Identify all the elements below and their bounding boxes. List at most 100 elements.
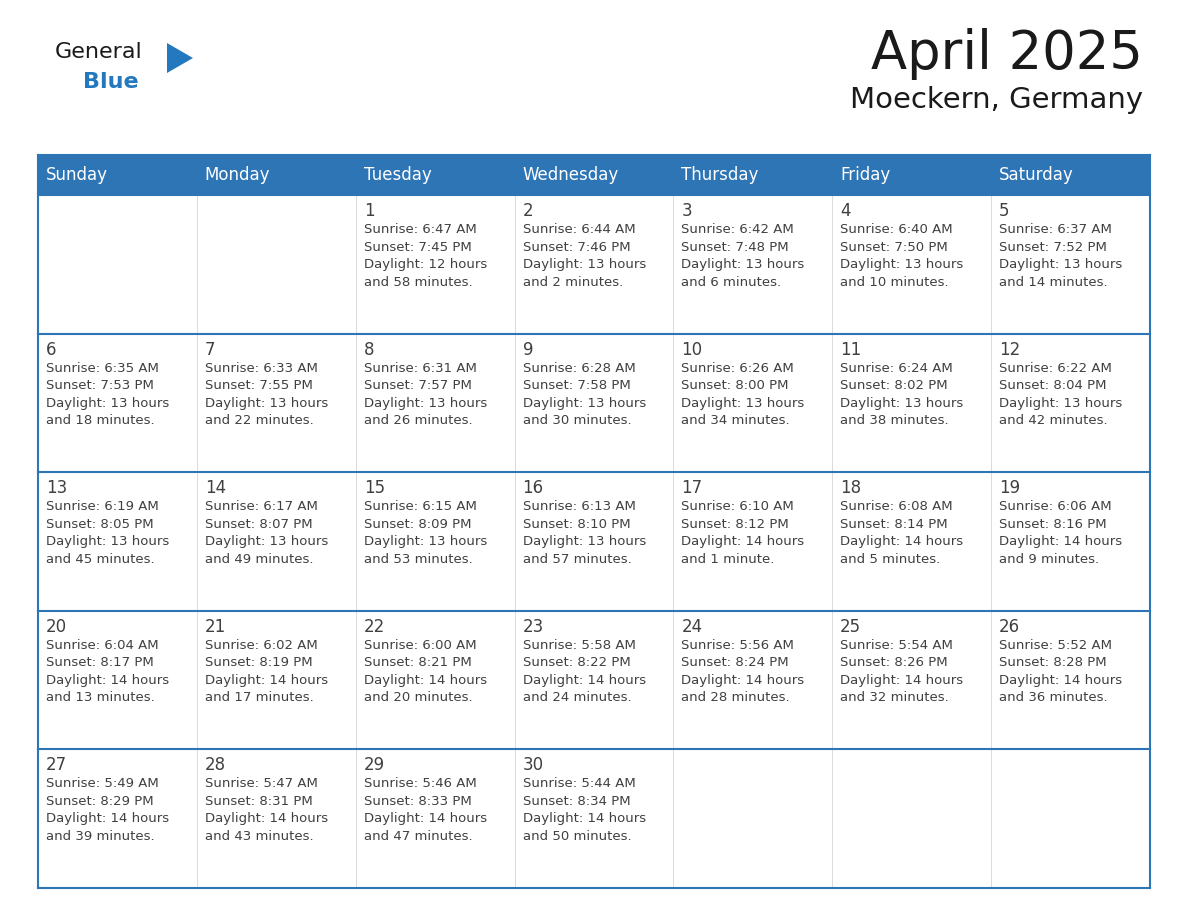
Text: 23: 23 <box>523 618 544 636</box>
Text: 22: 22 <box>364 618 385 636</box>
Bar <box>197 155 355 195</box>
Bar <box>197 333 355 472</box>
Bar <box>991 472 1150 610</box>
Text: 28: 28 <box>204 756 226 775</box>
Bar <box>674 610 833 749</box>
Bar <box>991 610 1150 749</box>
Text: Sunrise: 5:47 AM
Sunset: 8:31 PM
Daylight: 14 hours
and 43 minutes.: Sunrise: 5:47 AM Sunset: 8:31 PM Dayligh… <box>204 778 328 843</box>
Text: Sunrise: 6:42 AM
Sunset: 7:48 PM
Daylight: 13 hours
and 6 minutes.: Sunrise: 6:42 AM Sunset: 7:48 PM Dayligh… <box>682 223 804 288</box>
Bar <box>197 195 355 333</box>
Text: 29: 29 <box>364 756 385 775</box>
Text: Sunrise: 6:33 AM
Sunset: 7:55 PM
Daylight: 13 hours
and 22 minutes.: Sunrise: 6:33 AM Sunset: 7:55 PM Dayligh… <box>204 362 328 427</box>
Bar <box>514 472 674 610</box>
Text: 3: 3 <box>682 202 691 220</box>
Bar <box>355 155 514 195</box>
Bar <box>355 195 514 333</box>
Text: 5: 5 <box>999 202 1010 220</box>
Bar <box>197 749 355 888</box>
Text: 20: 20 <box>46 618 67 636</box>
Text: Sunrise: 6:04 AM
Sunset: 8:17 PM
Daylight: 14 hours
and 13 minutes.: Sunrise: 6:04 AM Sunset: 8:17 PM Dayligh… <box>46 639 169 704</box>
Text: Thursday: Thursday <box>682 166 759 184</box>
Text: Moeckern, Germany: Moeckern, Germany <box>849 86 1143 114</box>
Bar <box>355 610 514 749</box>
Text: 12: 12 <box>999 341 1020 359</box>
Bar <box>38 155 197 195</box>
Text: 13: 13 <box>46 479 68 498</box>
Text: 4: 4 <box>840 202 851 220</box>
Text: Sunrise: 6:28 AM
Sunset: 7:58 PM
Daylight: 13 hours
and 30 minutes.: Sunrise: 6:28 AM Sunset: 7:58 PM Dayligh… <box>523 362 646 427</box>
Text: Friday: Friday <box>840 166 891 184</box>
Text: Sunrise: 5:52 AM
Sunset: 8:28 PM
Daylight: 14 hours
and 36 minutes.: Sunrise: 5:52 AM Sunset: 8:28 PM Dayligh… <box>999 639 1123 704</box>
Bar <box>514 155 674 195</box>
Text: Sunrise: 6:47 AM
Sunset: 7:45 PM
Daylight: 12 hours
and 58 minutes.: Sunrise: 6:47 AM Sunset: 7:45 PM Dayligh… <box>364 223 487 288</box>
Text: General: General <box>55 42 143 62</box>
Text: 25: 25 <box>840 618 861 636</box>
Bar <box>991 155 1150 195</box>
Bar <box>833 749 991 888</box>
Text: Sunrise: 6:17 AM
Sunset: 8:07 PM
Daylight: 13 hours
and 49 minutes.: Sunrise: 6:17 AM Sunset: 8:07 PM Dayligh… <box>204 500 328 565</box>
Text: Sunrise: 6:35 AM
Sunset: 7:53 PM
Daylight: 13 hours
and 18 minutes.: Sunrise: 6:35 AM Sunset: 7:53 PM Dayligh… <box>46 362 169 427</box>
Text: 6: 6 <box>46 341 57 359</box>
Bar <box>38 472 197 610</box>
Text: 18: 18 <box>840 479 861 498</box>
Text: 15: 15 <box>364 479 385 498</box>
Text: Sunrise: 6:00 AM
Sunset: 8:21 PM
Daylight: 14 hours
and 20 minutes.: Sunrise: 6:00 AM Sunset: 8:21 PM Dayligh… <box>364 639 487 704</box>
Bar <box>991 333 1150 472</box>
Bar <box>514 749 674 888</box>
Bar <box>514 333 674 472</box>
Text: Sunrise: 5:56 AM
Sunset: 8:24 PM
Daylight: 14 hours
and 28 minutes.: Sunrise: 5:56 AM Sunset: 8:24 PM Dayligh… <box>682 639 804 704</box>
Text: 8: 8 <box>364 341 374 359</box>
Text: 14: 14 <box>204 479 226 498</box>
Text: Sunrise: 6:40 AM
Sunset: 7:50 PM
Daylight: 13 hours
and 10 minutes.: Sunrise: 6:40 AM Sunset: 7:50 PM Dayligh… <box>840 223 963 288</box>
Text: Sunrise: 6:19 AM
Sunset: 8:05 PM
Daylight: 13 hours
and 45 minutes.: Sunrise: 6:19 AM Sunset: 8:05 PM Dayligh… <box>46 500 169 565</box>
Text: Sunrise: 6:44 AM
Sunset: 7:46 PM
Daylight: 13 hours
and 2 minutes.: Sunrise: 6:44 AM Sunset: 7:46 PM Dayligh… <box>523 223 646 288</box>
Text: 1: 1 <box>364 202 374 220</box>
Bar <box>514 195 674 333</box>
Bar <box>355 749 514 888</box>
Text: Sunrise: 6:31 AM
Sunset: 7:57 PM
Daylight: 13 hours
and 26 minutes.: Sunrise: 6:31 AM Sunset: 7:57 PM Dayligh… <box>364 362 487 427</box>
Text: 26: 26 <box>999 618 1020 636</box>
Bar <box>38 195 197 333</box>
Text: Sunday: Sunday <box>46 166 108 184</box>
Text: Sunrise: 6:24 AM
Sunset: 8:02 PM
Daylight: 13 hours
and 38 minutes.: Sunrise: 6:24 AM Sunset: 8:02 PM Dayligh… <box>840 362 963 427</box>
Text: Sunrise: 6:13 AM
Sunset: 8:10 PM
Daylight: 13 hours
and 57 minutes.: Sunrise: 6:13 AM Sunset: 8:10 PM Dayligh… <box>523 500 646 565</box>
Bar <box>991 195 1150 333</box>
Text: Sunrise: 6:06 AM
Sunset: 8:16 PM
Daylight: 14 hours
and 9 minutes.: Sunrise: 6:06 AM Sunset: 8:16 PM Dayligh… <box>999 500 1123 565</box>
Polygon shape <box>168 43 192 73</box>
Text: Sunrise: 5:58 AM
Sunset: 8:22 PM
Daylight: 14 hours
and 24 minutes.: Sunrise: 5:58 AM Sunset: 8:22 PM Dayligh… <box>523 639 645 704</box>
Bar <box>833 195 991 333</box>
Bar <box>514 610 674 749</box>
Text: Sunrise: 6:08 AM
Sunset: 8:14 PM
Daylight: 14 hours
and 5 minutes.: Sunrise: 6:08 AM Sunset: 8:14 PM Dayligh… <box>840 500 963 565</box>
Text: Sunrise: 6:26 AM
Sunset: 8:00 PM
Daylight: 13 hours
and 34 minutes.: Sunrise: 6:26 AM Sunset: 8:00 PM Dayligh… <box>682 362 804 427</box>
Text: 10: 10 <box>682 341 702 359</box>
Bar <box>833 610 991 749</box>
Text: Sunrise: 6:37 AM
Sunset: 7:52 PM
Daylight: 13 hours
and 14 minutes.: Sunrise: 6:37 AM Sunset: 7:52 PM Dayligh… <box>999 223 1123 288</box>
Text: 19: 19 <box>999 479 1020 498</box>
Bar <box>833 333 991 472</box>
Bar <box>355 472 514 610</box>
Text: April 2025: April 2025 <box>871 28 1143 80</box>
Text: 17: 17 <box>682 479 702 498</box>
Text: Sunrise: 6:15 AM
Sunset: 8:09 PM
Daylight: 13 hours
and 53 minutes.: Sunrise: 6:15 AM Sunset: 8:09 PM Dayligh… <box>364 500 487 565</box>
Text: Sunrise: 5:49 AM
Sunset: 8:29 PM
Daylight: 14 hours
and 39 minutes.: Sunrise: 5:49 AM Sunset: 8:29 PM Dayligh… <box>46 778 169 843</box>
Bar <box>197 610 355 749</box>
Text: Tuesday: Tuesday <box>364 166 431 184</box>
Text: 16: 16 <box>523 479 544 498</box>
Bar <box>674 155 833 195</box>
Text: Sunrise: 6:02 AM
Sunset: 8:19 PM
Daylight: 14 hours
and 17 minutes.: Sunrise: 6:02 AM Sunset: 8:19 PM Dayligh… <box>204 639 328 704</box>
Text: Sunrise: 5:46 AM
Sunset: 8:33 PM
Daylight: 14 hours
and 47 minutes.: Sunrise: 5:46 AM Sunset: 8:33 PM Dayligh… <box>364 778 487 843</box>
Text: 7: 7 <box>204 341 215 359</box>
Text: Sunrise: 5:54 AM
Sunset: 8:26 PM
Daylight: 14 hours
and 32 minutes.: Sunrise: 5:54 AM Sunset: 8:26 PM Dayligh… <box>840 639 963 704</box>
Bar <box>355 333 514 472</box>
Bar <box>991 749 1150 888</box>
Bar <box>674 749 833 888</box>
Text: 24: 24 <box>682 618 702 636</box>
Text: Sunrise: 6:22 AM
Sunset: 8:04 PM
Daylight: 13 hours
and 42 minutes.: Sunrise: 6:22 AM Sunset: 8:04 PM Dayligh… <box>999 362 1123 427</box>
Bar <box>674 333 833 472</box>
Bar <box>833 472 991 610</box>
Text: 11: 11 <box>840 341 861 359</box>
Bar <box>38 610 197 749</box>
Text: Blue: Blue <box>83 72 139 92</box>
Text: 30: 30 <box>523 756 544 775</box>
Text: Sunrise: 6:10 AM
Sunset: 8:12 PM
Daylight: 14 hours
and 1 minute.: Sunrise: 6:10 AM Sunset: 8:12 PM Dayligh… <box>682 500 804 565</box>
